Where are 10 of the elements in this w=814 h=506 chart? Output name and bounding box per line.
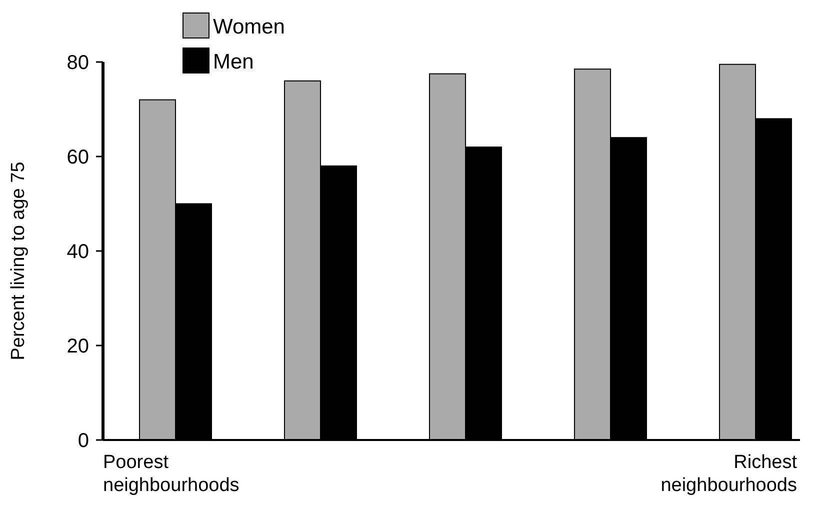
y-tick-label: 20 [66, 336, 89, 358]
y-tick-label: 80 [66, 52, 89, 74]
x-tick-label: Richest neighbourhoods [660, 452, 798, 496]
x-tick-label: Poorest neighbourhoods [103, 452, 240, 496]
legend-label: Men [213, 50, 254, 74]
y-axis-title: Percent living to age 75 [8, 162, 29, 360]
y-tick-label: 60 [66, 146, 89, 168]
y-tick-label: 40 [66, 241, 89, 263]
legend-label: Women [213, 15, 285, 38]
y-tick-label: 0 [78, 430, 89, 452]
